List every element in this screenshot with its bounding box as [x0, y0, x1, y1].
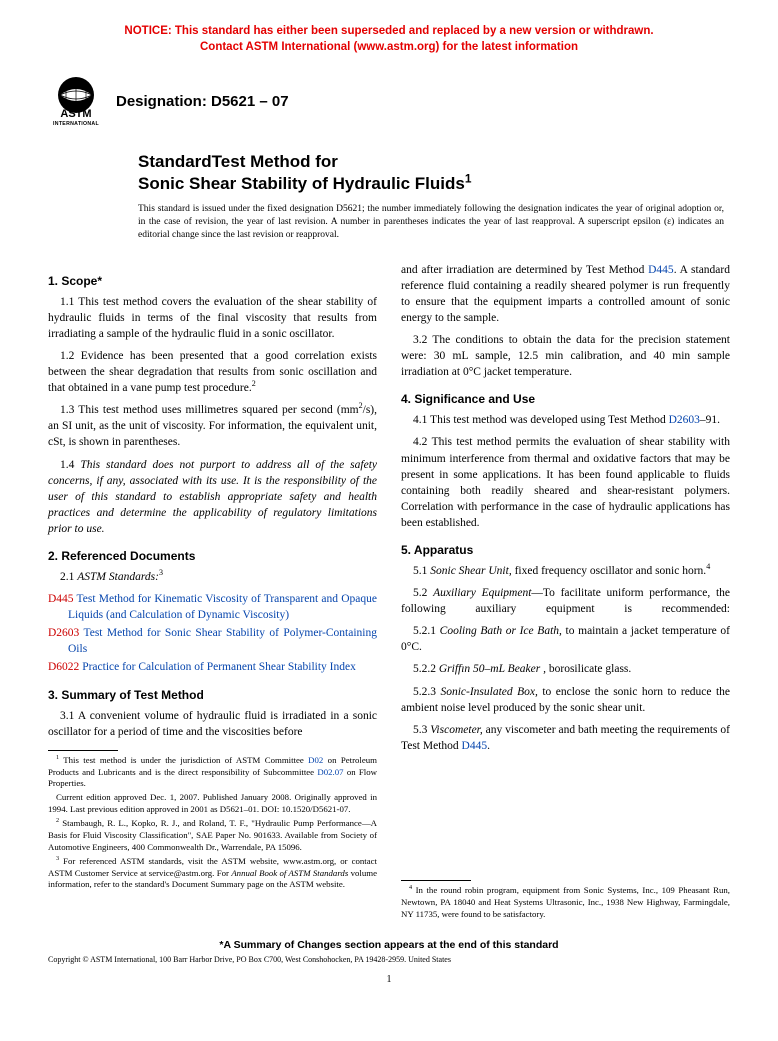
footnote-rule	[48, 750, 118, 751]
text: 5.2.3	[413, 686, 440, 698]
title-line2: Sonic Shear Stability of Hydraulic Fluid…	[138, 173, 730, 195]
ref-code[interactable]: D6022	[48, 661, 79, 673]
text: –91.	[700, 414, 720, 426]
ref-text[interactable]: Test Method for Sonic Shear Stability of…	[68, 627, 377, 655]
title-line1: StandardTest Method for	[138, 151, 730, 173]
footnote-3: 3 For referenced ASTM standards, visit t…	[48, 856, 377, 892]
section-2-head: 2. Referenced Documents	[48, 549, 377, 563]
text: 2.1	[60, 571, 77, 583]
footnote-4: 4 In the round robin program, equipment …	[401, 885, 730, 921]
page-number: 1	[48, 974, 730, 985]
footnote-1b: Current edition approved Dec. 1, 2007. P…	[48, 792, 377, 816]
text: Sonic Shear Unit,	[430, 565, 511, 577]
para-3-cont: and after irradiation are determined by …	[401, 262, 730, 326]
ref-d6022: D6022 Practice for Calculation of Perman…	[48, 659, 377, 675]
text: 4.1 This test method was developed using…	[413, 414, 669, 426]
para-5-2-3: 5.2.3 Sonic-Insulated Box, to enclose th…	[401, 684, 730, 716]
sup: 2	[252, 379, 256, 388]
right-column: and after irradiation are determined by …	[401, 262, 730, 923]
copyright: Copyright © ASTM International, 100 Barr…	[48, 955, 730, 964]
para-5-3: 5.3 Viscometer, any viscometer and bath …	[401, 722, 730, 754]
notice-banner: NOTICE: This standard has either been su…	[48, 24, 730, 55]
para-5-2-1: 5.2.1 Cooling Bath or Ice Bath, to maint…	[401, 623, 730, 655]
footnote-rule-right	[401, 880, 471, 881]
text: 5.2.2	[413, 663, 439, 675]
text: 1.2 Evidence has been presented that a g…	[48, 350, 377, 394]
text: 5.2	[413, 587, 433, 599]
text: Auxiliary Equipment	[433, 587, 531, 599]
text: Griffın 50–mL Beaker ,	[439, 663, 546, 675]
title-note: This standard is issued under the fixed …	[138, 203, 730, 241]
svg-text:INTERNATIONAL: INTERNATIONAL	[53, 121, 99, 127]
text: fixed frequency oscillator and sonic hor…	[512, 565, 706, 577]
astm-logo: ASTM INTERNATIONAL	[48, 73, 104, 129]
section-3-head: 3. Summary of Test Method	[48, 688, 377, 702]
text: Annual Book of ASTM Standards	[231, 868, 348, 878]
para-1-3: 1.3 This test method uses millimetres sq…	[48, 402, 377, 450]
link[interactable]: D445	[648, 264, 674, 276]
left-column: 1. Scope* 1.1 This test method covers th…	[48, 262, 377, 923]
sup: 4	[706, 562, 710, 571]
link[interactable]: D02.07	[317, 767, 343, 777]
ref-code[interactable]: D2603	[48, 627, 79, 639]
title-text: Sonic Shear Stability of Hydraulic Fluid…	[138, 174, 465, 193]
para-4-2: 4.2 This test method permits the evaluat…	[401, 434, 730, 531]
text: ASTM Standards:	[77, 571, 159, 583]
link[interactable]: D445	[462, 740, 488, 752]
ref-d2603: D2603 Test Method for Sonic Shear Stabil…	[48, 625, 377, 657]
title-sup: 1	[465, 171, 472, 185]
para-1-1: 1.1 This test method covers the evaluati…	[48, 294, 377, 342]
footnote-1: 1 This test method is under the jurisdic…	[48, 755, 377, 791]
text: 5.1	[413, 565, 430, 577]
text: 1.3 This test method uses millimetres sq…	[60, 404, 359, 416]
para-5-1: 5.1 Sonic Shear Unit, fixed frequency os…	[401, 563, 730, 579]
summary-note: *A Summary of Changes section appears at…	[48, 939, 730, 951]
sup: 3	[159, 568, 163, 577]
text: 5.3	[413, 724, 430, 736]
section-1-head: 1. Scope*	[48, 274, 377, 288]
header-row: ASTM INTERNATIONAL Designation: D5621 – …	[48, 73, 730, 129]
text: Stambaugh, R. L., Kopko, R. J., and Rola…	[48, 818, 377, 852]
ref-code[interactable]: D445	[48, 593, 74, 605]
ref-text[interactable]: Practice for Calculation of Permanent Sh…	[79, 661, 356, 673]
designation: Designation: D5621 – 07	[116, 93, 289, 110]
para-5-2: 5.2 Auxiliary Equipment—To facilitate un…	[401, 585, 730, 617]
two-columns: 1. Scope* 1.1 This test method covers th…	[48, 262, 730, 923]
section-4-head: 4. Significance and Use	[401, 392, 730, 406]
svg-text:ASTM: ASTM	[60, 108, 91, 120]
text: This test method is under the jurisdicti…	[59, 755, 308, 765]
para-1-4: 1.4 This standard does not purport to ad…	[48, 457, 377, 537]
page: NOTICE: This standard has either been su…	[0, 0, 778, 1005]
ref-d445: D445 Test Method for Kinematic Viscosity…	[48, 591, 377, 623]
para-2-1: 2.1 ASTM Standards:3	[48, 569, 377, 585]
text: Cooling Bath or Ice Bath,	[440, 625, 562, 637]
ref-text[interactable]: Test Method for Kinematic Viscosity of T…	[68, 593, 377, 621]
text: borosilicate glass.	[546, 663, 631, 675]
text: In the round robin program, equipment fr…	[401, 885, 730, 919]
notice-line2: Contact ASTM International (www.astm.org…	[200, 41, 578, 53]
notice-line1: NOTICE: This standard has either been su…	[124, 25, 653, 37]
text: This standard does not purport to addres…	[48, 459, 377, 535]
title-block: StandardTest Method for Sonic Shear Stab…	[138, 151, 730, 242]
link[interactable]: D02	[308, 755, 323, 765]
text: 5.2.1	[413, 625, 440, 637]
text: .	[487, 740, 490, 752]
para-4-1: 4.1 This test method was developed using…	[401, 412, 730, 428]
text: Viscometer,	[430, 724, 482, 736]
footnote-2: 2 Stambaugh, R. L., Kopko, R. J., and Ro…	[48, 818, 377, 854]
text: Sonic-Insulated Box,	[440, 686, 537, 698]
para-3-2: 3.2 The conditions to obtain the data fo…	[401, 332, 730, 380]
text: and after irradiation are determined by …	[401, 264, 648, 276]
para-5-2-2: 5.2.2 Griffın 50–mL Beaker , borosilicat…	[401, 661, 730, 677]
para-1-2: 1.2 Evidence has been presented that a g…	[48, 348, 377, 396]
para-3-1: 3.1 A convenient volume of hydraulic flu…	[48, 708, 377, 740]
link[interactable]: D2603	[669, 414, 700, 426]
section-5-head: 5. Apparatus	[401, 543, 730, 557]
